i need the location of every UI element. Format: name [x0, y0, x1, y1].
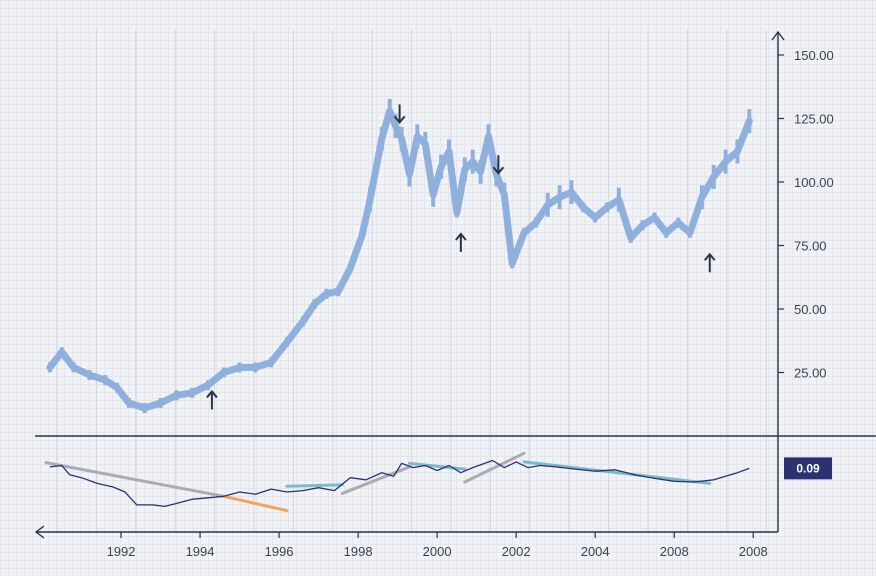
last-value-label: 0.09 [796, 461, 820, 475]
arrow-up-icon [206, 389, 218, 410]
price-series [46, 98, 753, 414]
price-panel [46, 98, 753, 414]
trendlines [44, 451, 712, 513]
x-tick-label: 1998 [344, 544, 373, 559]
axes [34, 30, 876, 539]
y-tick-label: 25.00 [794, 366, 827, 381]
y-tick-label: 50.00 [794, 302, 827, 317]
trendline [222, 494, 289, 513]
y-tick-label: 150.00 [794, 48, 834, 63]
trendline [285, 483, 344, 488]
x-tick-label: 2008 [739, 544, 768, 559]
trendline [340, 465, 411, 495]
arrow-up-icon [455, 232, 467, 252]
x-tick-label: 2004 [581, 544, 610, 559]
last-value-badge: 0.09 [784, 457, 832, 480]
y-tick-label: 100.00 [794, 175, 834, 190]
arrow-down-icon [393, 104, 406, 124]
trendline [44, 461, 226, 498]
x-tick-label: 1994 [186, 544, 215, 559]
trendline [463, 451, 526, 484]
y-axis-ticks: 25.00 50.00 75.00 100.00 125.00 150.00 [778, 48, 834, 381]
arrow-up-icon [704, 252, 716, 273]
y-tick-label: 125.00 [794, 112, 834, 127]
indicator-series [49, 459, 750, 508]
x-tick-label: 2000 [423, 544, 452, 559]
indicator-line [49, 459, 750, 508]
indicator-panel [44, 451, 750, 513]
y-tick-label: 75.00 [794, 239, 827, 254]
arrow-down-icon [492, 155, 505, 175]
last-value-box [784, 457, 832, 480]
x-tick-label: 1996 [265, 544, 294, 559]
x-axis-ticks: 1992 1994 1996 1998 2000 2002 2004 2008 2008 [107, 532, 768, 559]
grid [56, 30, 767, 532]
y-axis-arrow-icon [771, 30, 785, 41]
x-axis-arrow-icon [34, 525, 45, 539]
price-line [46, 107, 753, 412]
trendline [407, 461, 467, 471]
x-tick-label: 1992 [107, 544, 136, 559]
x-tick-label: 2008 [660, 544, 689, 559]
x-tick-label: 2002 [502, 544, 531, 559]
price-arrows [206, 104, 716, 410]
trendline [522, 460, 712, 485]
